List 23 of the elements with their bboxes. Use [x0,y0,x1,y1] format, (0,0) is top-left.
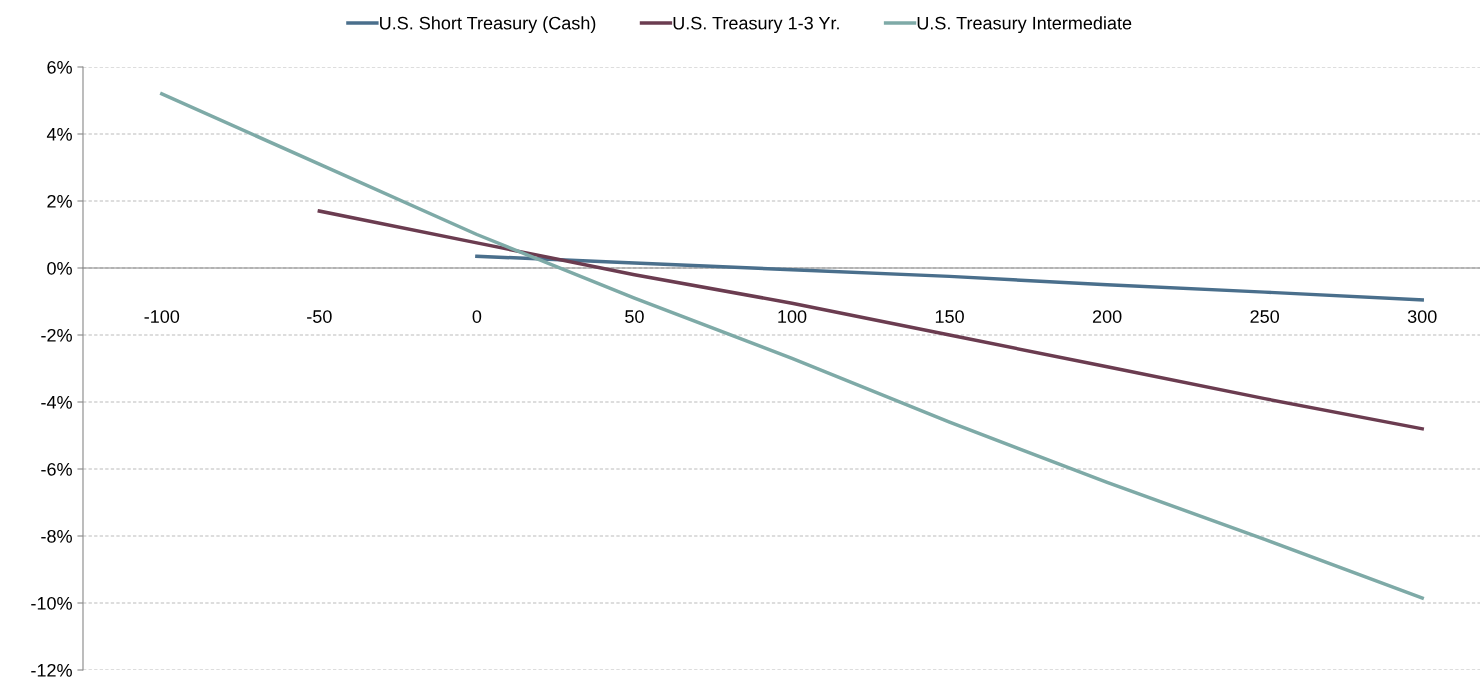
y-tick-label: 2% [47,194,72,208]
line-series [475,254,1424,302]
y-tick-label: -4% [41,396,72,409]
y-tick-label: -10% [31,596,72,610]
x-tick-label: 250 [1250,310,1280,323]
legend-label: U.S. Treasury Intermediate [917,16,1132,34]
x-tick-label: 50 [625,310,644,323]
x-tick-label: 150 [935,310,964,323]
y-tick-label: -8% [41,529,72,543]
y-tick-label: 0% [47,261,72,275]
y-tick-label: 6% [47,60,72,74]
legend-label: U.S. Short Treasury (Cash) [380,16,596,34]
y-tick-label: -12% [31,663,72,677]
x-tick-label: 0 [472,310,482,323]
x-tick-label: -50 [307,310,332,323]
x-tick-label: 300 [1407,310,1437,323]
x-tick-label: 100 [778,310,807,323]
y-tick-label: -2% [41,328,72,342]
y-tick-label: 4% [46,128,72,141]
x-tick-label: 200 [1092,310,1122,323]
x-tick-label: -100 [144,310,180,323]
legend-label: U.S. Treasury 1-3 Yr. [673,16,839,34]
y-tick-label: -6% [41,462,72,476]
